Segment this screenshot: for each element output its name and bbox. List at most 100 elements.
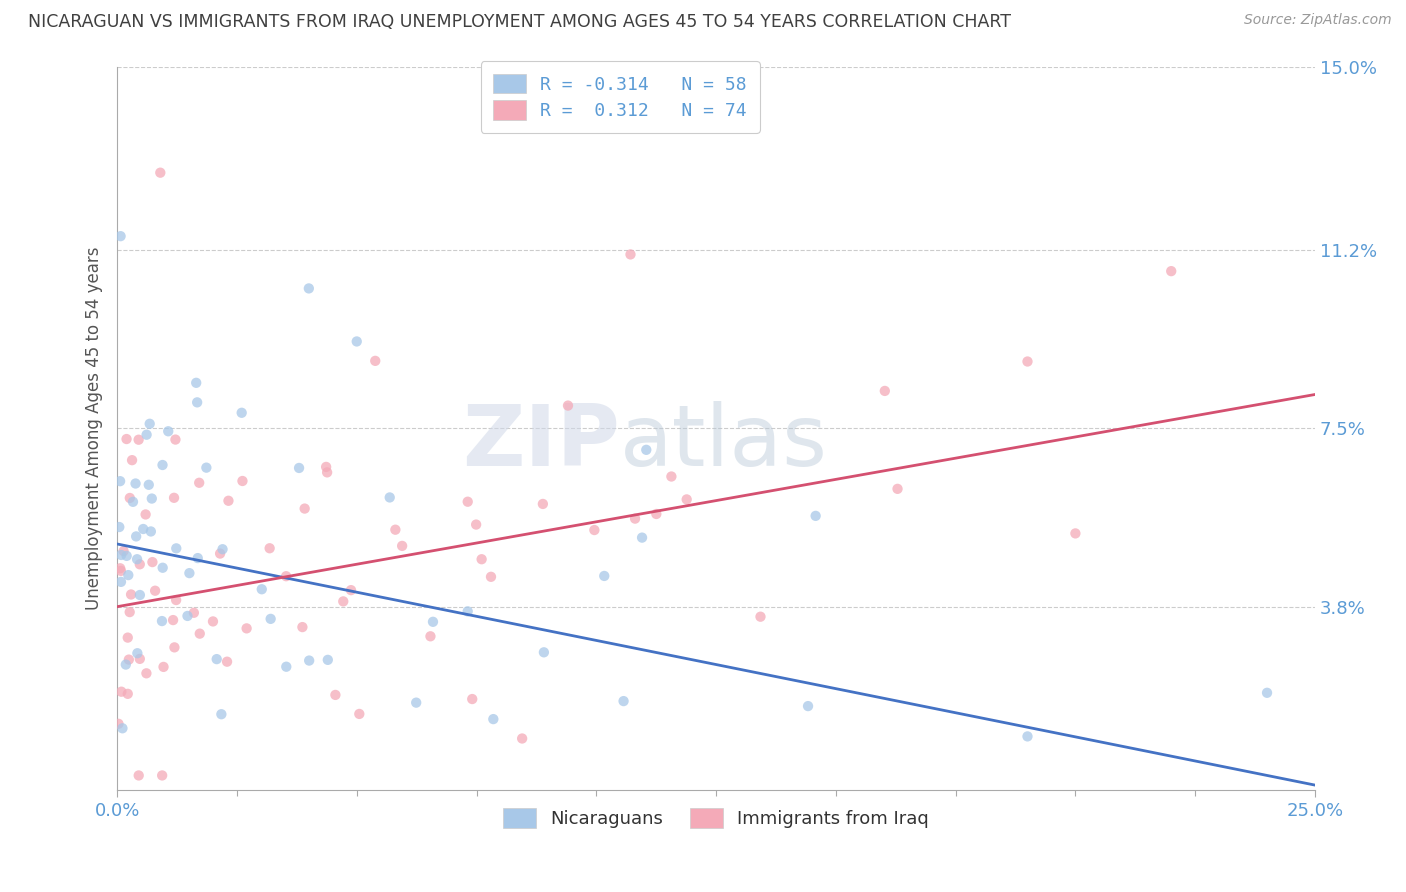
Point [886,482,908,496]
Point [110,548,132,562]
Point [215,655,238,669]
Point [276,569,298,583]
Point [165,593,187,607]
Point [749,609,772,624]
Point [1064,526,1087,541]
Point [583,523,606,537]
Point [457,604,479,618]
Point [149,166,172,180]
Point [128,558,150,572]
Point [316,653,339,667]
Point [128,768,150,782]
Point [186,395,208,409]
Point [195,460,218,475]
Point [110,684,132,698]
Point [294,501,316,516]
Point [405,696,427,710]
Point [114,657,136,672]
Point [135,666,157,681]
Point [150,768,173,782]
Point [378,491,401,505]
Point [135,508,157,522]
Point [117,687,139,701]
Point [422,615,444,629]
Point [118,652,141,666]
Point [127,646,149,660]
Text: Source: ZipAtlas.com: Source: ZipAtlas.com [1244,13,1392,28]
Point [1256,686,1278,700]
Point [120,587,142,601]
Text: NICARAGUAN VS IMMIGRANTS FROM IRAQ UNEMPLOYMENT AMONG AGES 45 TO 54 YEARS CORREL: NICARAGUAN VS IMMIGRANTS FROM IRAQ UNEMP… [28,13,1011,31]
Point [107,716,129,731]
Point [479,570,502,584]
Point [165,433,187,447]
Point [298,654,321,668]
Point [111,721,134,735]
Point [315,459,337,474]
Point [138,417,160,431]
Point [112,544,135,558]
Point [298,281,321,295]
Point [118,605,141,619]
Point [150,614,173,628]
Point [631,531,654,545]
Point [108,561,131,575]
Point [533,645,555,659]
Point [124,476,146,491]
Point [209,707,232,722]
Point [132,522,155,536]
Point [316,466,339,480]
Point [259,541,281,556]
Point [110,229,132,244]
Point [163,491,186,505]
Point [163,640,186,655]
Point [873,384,896,398]
Point [645,507,668,521]
Point [121,453,143,467]
Text: atlas: atlas [620,401,828,484]
Y-axis label: Unemployment Among Ages 45 to 54 years: Unemployment Among Ages 45 to 54 years [86,246,103,610]
Point [250,582,273,597]
Point [624,511,647,525]
Point [117,568,139,582]
Point [346,334,368,349]
Point [157,424,180,438]
Point [115,549,138,563]
Point [325,688,347,702]
Point [201,615,224,629]
Point [188,626,211,640]
Point [482,712,505,726]
Point [152,660,174,674]
Legend: Nicaraguans, Immigrants from Iraq: Nicaraguans, Immigrants from Iraq [496,801,936,835]
Point [211,542,233,557]
Point [235,621,257,635]
Point [332,594,354,608]
Point [152,458,174,472]
Point [636,442,658,457]
Point [152,560,174,574]
Point [510,731,533,746]
Point [209,547,232,561]
Point [117,631,139,645]
Point [557,399,579,413]
Point [419,629,441,643]
Point [461,692,484,706]
Point [108,520,131,534]
Point [291,620,314,634]
Point [384,523,406,537]
Point [613,694,636,708]
Point [125,552,148,566]
Point [128,588,150,602]
Point [1017,354,1039,368]
Point [531,497,554,511]
Point [139,524,162,539]
Point [165,541,187,556]
Point [176,609,198,624]
Point [125,529,148,543]
Point [231,474,253,488]
Point [186,376,208,390]
Point [141,555,163,569]
Point [340,583,363,598]
Point [675,492,697,507]
Point [471,552,494,566]
